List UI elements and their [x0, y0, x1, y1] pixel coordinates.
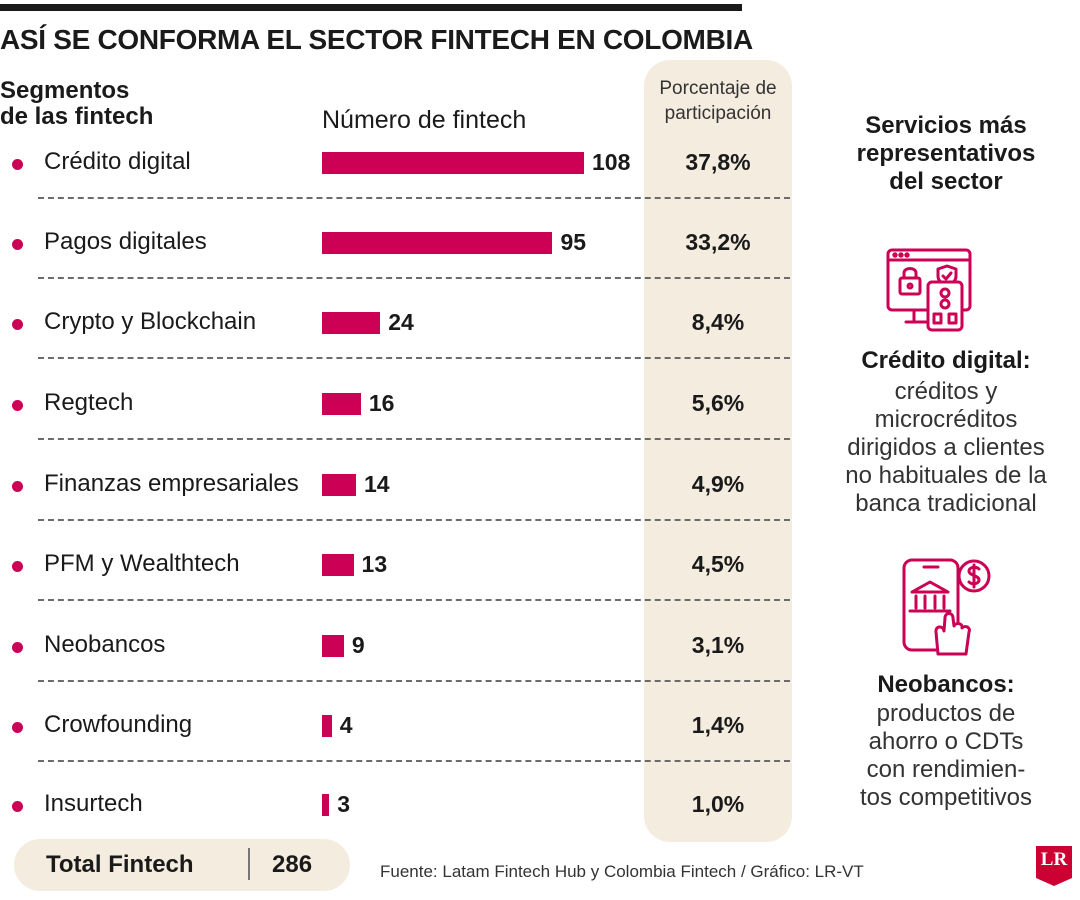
- segment-bullet: [12, 561, 23, 572]
- share-value: 4,9%: [691, 471, 745, 497]
- service-description-line: créditos y: [894, 378, 998, 405]
- service-description-line: con rendimien-: [866, 756, 1026, 783]
- bar: [322, 474, 356, 496]
- segments-column-header: Segmentos de las fintech: [0, 78, 153, 130]
- service-description-line: dirigidos a clientes: [847, 434, 1045, 461]
- service-description-line: ahorro o CDTs: [868, 728, 1024, 755]
- count-column-header: Número de fintech: [322, 106, 527, 134]
- segment-label: Finanzas empresariales: [44, 470, 299, 497]
- percentage-column-band: [644, 60, 792, 842]
- bar: [322, 393, 361, 415]
- segment-row: Finanzas empresariales 14 4,9%: [0, 446, 800, 526]
- row-divider: [38, 519, 790, 521]
- share-header-line1: Porcentaje de: [659, 78, 777, 99]
- bar: [322, 794, 330, 816]
- service-description-line: tos competitivos: [859, 784, 1033, 811]
- bar-value-label: 9: [351, 632, 365, 658]
- segment-bullet: [12, 400, 23, 411]
- share-value: 8,4%: [691, 309, 745, 335]
- segment-label: Insurtech: [44, 790, 143, 817]
- segment-row: Crowfounding 4 1,4%: [0, 687, 800, 767]
- row-divider: [38, 357, 790, 359]
- segment-row: PFM y Wealthtech 13 4,5%: [0, 526, 800, 606]
- bar-value-label: 4: [339, 712, 353, 738]
- segment-label: Neobancos: [44, 631, 166, 658]
- segment-bullet: [12, 722, 23, 733]
- bar-value-label: 95: [560, 229, 587, 255]
- share-column-header: Porcentaje de participación: [644, 76, 792, 126]
- segment-label: Regtech: [44, 389, 134, 416]
- service-description-line: productos de: [876, 700, 1016, 727]
- top-rule: [0, 4, 742, 11]
- segment-bullet: [12, 642, 23, 653]
- services-title-line: representativos: [856, 140, 1036, 167]
- segment-row: Pagos digitales 95 33,2%: [0, 204, 800, 284]
- total-separator: [248, 848, 250, 880]
- segment-row: Crédito digital 108 37,8%: [0, 124, 800, 204]
- row-divider: [38, 599, 790, 601]
- segment-bullet: [12, 319, 23, 330]
- service-description-credito: créditos y microcréditos dirigidos a cli…: [826, 378, 1066, 518]
- segment-label: Crédito digital: [44, 148, 191, 175]
- bar-value-label: 16: [368, 390, 395, 416]
- service-name-neobancos: Neobancos:: [877, 671, 1015, 698]
- segment-bullet: [12, 239, 23, 250]
- services-title-line: Servicios más: [865, 112, 1027, 139]
- segment-row: Neobancos 9 3,1%: [0, 607, 800, 687]
- row-divider: [38, 680, 790, 682]
- service-description-line: banca tradicional: [855, 490, 1037, 517]
- total-box: [14, 839, 350, 891]
- service-description-line: microcréditos: [874, 406, 1018, 433]
- segment-row: Crypto y Blockchain 24 8,4%: [0, 284, 800, 364]
- row-divider: [38, 438, 790, 440]
- bar: [322, 152, 584, 174]
- segment-label: Pagos digitales: [44, 228, 207, 255]
- total-label: Total Fintech: [46, 851, 194, 878]
- share-value: 3,1%: [691, 632, 745, 658]
- services-title: Servicios más representativos del sector: [826, 112, 1066, 196]
- total-value: 286: [272, 851, 313, 878]
- bar-value-label: 3: [337, 791, 351, 817]
- bar: [322, 232, 553, 254]
- segment-row: Insurtech 3 1,0%: [0, 766, 800, 846]
- share-value: 37,8%: [685, 149, 751, 175]
- segment-bullet: [12, 159, 23, 170]
- bar: [322, 715, 332, 737]
- services-title-line: del sector: [889, 168, 1003, 195]
- mobile-bank-payment-icon: [902, 558, 991, 656]
- bar-value-label: 24: [388, 309, 414, 335]
- share-value: 4,5%: [691, 551, 745, 577]
- row-divider: [38, 277, 790, 279]
- share-value: 33,2%: [685, 229, 751, 255]
- bar-value-label: 13: [361, 551, 388, 577]
- lr-logo-text: LR: [1040, 849, 1068, 870]
- service-name-credito: Crédito digital:: [861, 347, 1031, 374]
- secure-screen-card-icon: [886, 248, 972, 332]
- share-header-line2: participación: [664, 103, 772, 124]
- segment-bullet: [12, 801, 23, 812]
- share-value: 1,4%: [691, 712, 745, 738]
- segment-row: Regtech 16 5,6%: [0, 365, 800, 445]
- segment-label: PFM y Wealthtech: [44, 550, 240, 577]
- share-value: 1,0%: [691, 791, 745, 817]
- row-divider: [38, 197, 790, 199]
- segments-header-line2: de las fintech: [0, 103, 154, 130]
- segment-label: Crypto y Blockchain: [44, 308, 257, 335]
- bar-value-label: 14: [363, 471, 390, 497]
- service-description-line: no habituales de la: [845, 462, 1047, 489]
- share-value: 5,6%: [691, 390, 745, 416]
- bar: [322, 312, 381, 334]
- segments-header-line1: Segmentos: [0, 77, 130, 104]
- service-description-neobancos: productos de ahorro o CDTs con rendimien…: [826, 700, 1066, 812]
- source-note: Fuente: Latam Fintech Hub y Colombia Fin…: [380, 862, 864, 881]
- segment-bullet: [12, 481, 23, 492]
- bar-value-label: 108: [592, 149, 631, 175]
- bar: [322, 635, 344, 657]
- row-divider: [38, 760, 790, 762]
- chart-title: ASÍ SE CONFORMA EL SECTOR FINTECH EN COL…: [0, 24, 753, 55]
- lr-logo: [1036, 846, 1072, 886]
- bar: [322, 554, 354, 576]
- segment-label: Crowfounding: [44, 711, 193, 738]
